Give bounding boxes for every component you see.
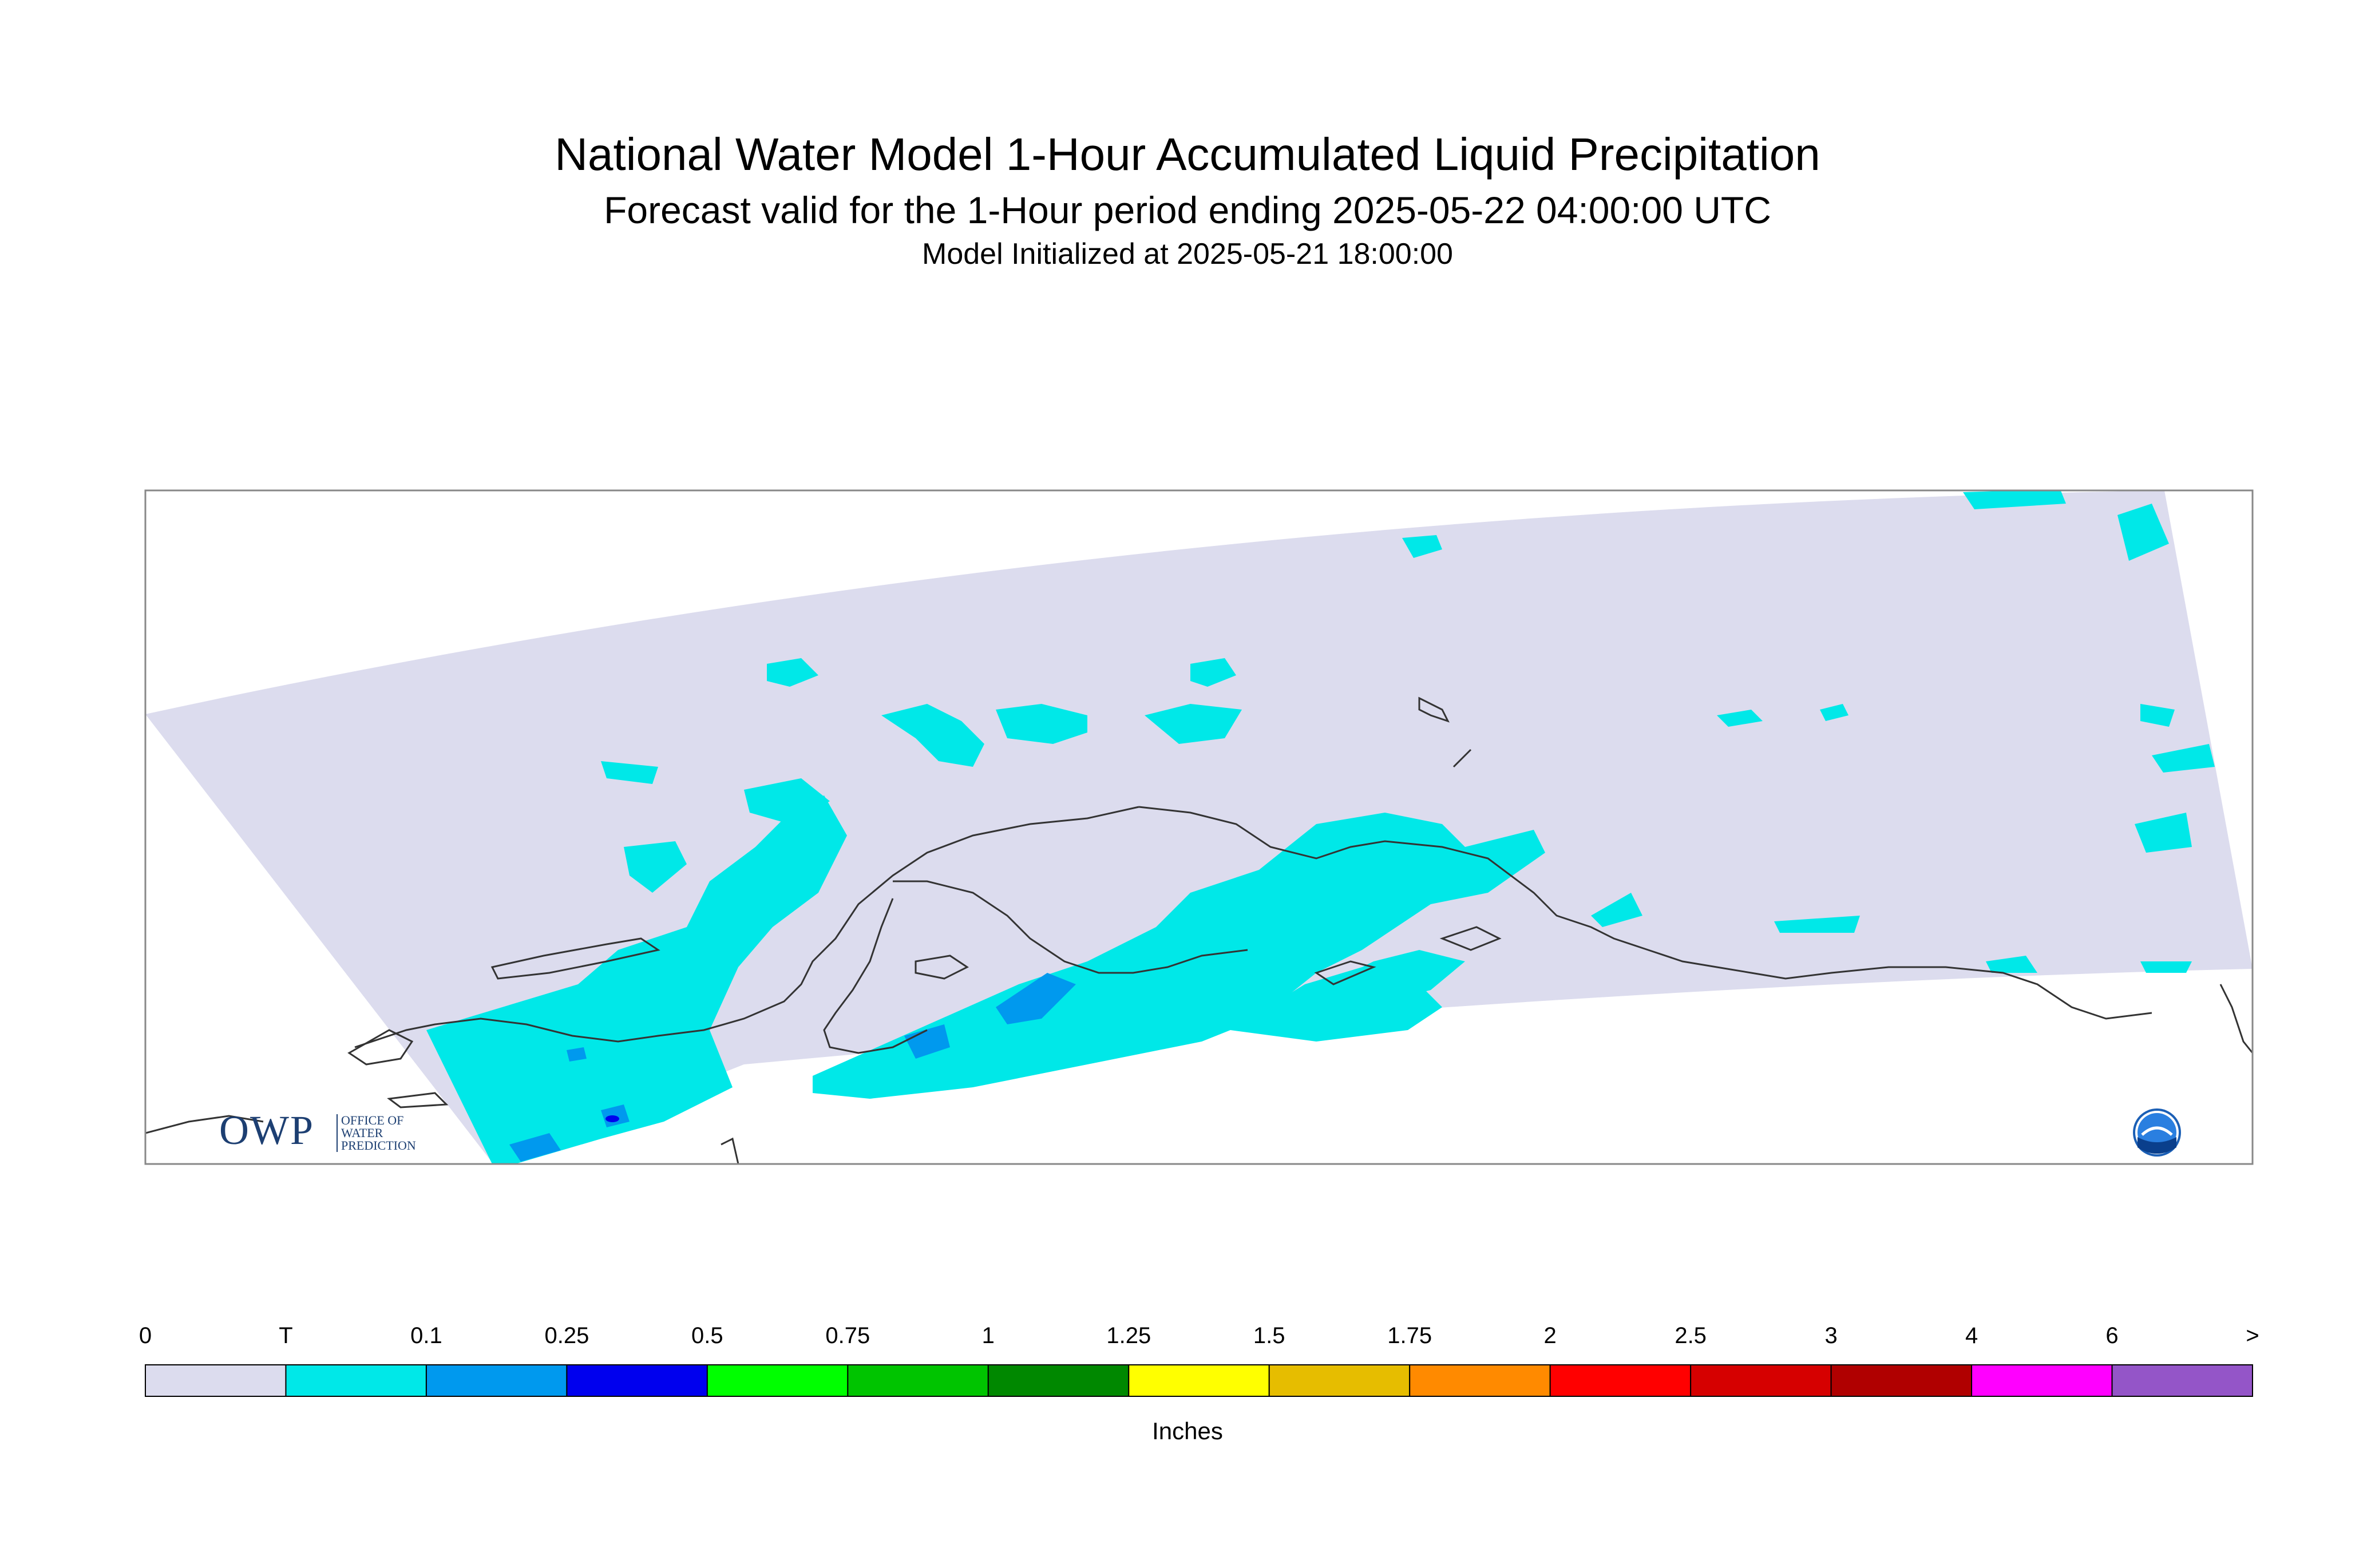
legend-swatch-13 <box>1971 1364 2113 1397</box>
legend-tick-label: 2.5 <box>1675 1323 1707 1348</box>
legend-tick-label: 2 <box>1543 1323 1557 1348</box>
legend-tick-label: 0.5 <box>691 1323 723 1348</box>
legend-tick-label: 0 <box>138 1323 152 1348</box>
legend-tick-label: 3 <box>1824 1323 1838 1348</box>
legend-swatch-7 <box>1128 1364 1270 1397</box>
legend-swatch-5 <box>847 1364 989 1397</box>
legend-tick-label: T <box>279 1323 293 1348</box>
legend-swatch-11 <box>1690 1364 1832 1397</box>
legend-swatch-4 <box>706 1364 849 1397</box>
legend-swatch-6 <box>987 1364 1130 1397</box>
legend-tick-label: 1.75 <box>1387 1323 1432 1348</box>
owp-sub-line-2: WATER <box>341 1126 383 1140</box>
map-frame <box>144 489 2254 1165</box>
legend-swatch-9 <box>1409 1364 1551 1397</box>
forecast-valid-subtitle: Forecast valid for the 1-Hour period end… <box>604 189 1771 231</box>
legend-tick-label: 1.25 <box>1106 1323 1151 1348</box>
legend-tick-label: 0.75 <box>825 1323 870 1348</box>
owp-sub-line-3: PREDICTION <box>341 1138 416 1153</box>
legend-swatch-14 <box>2111 1364 2254 1397</box>
map-title: National Water Model 1-Hour Accumulated … <box>555 129 1820 180</box>
legend-tick-label: > <box>2246 1323 2259 1348</box>
noaa-logo-icon <box>2133 1108 2181 1157</box>
legend-color-bar <box>145 1364 2254 1397</box>
legend-units-label: Inches <box>1152 1417 1223 1444</box>
legend-tick-label: 0.25 <box>544 1323 589 1348</box>
legend-swatch-2 <box>425 1364 568 1397</box>
moderate-precip-areas <box>605 1115 619 1122</box>
legend-tick-label: 1.5 <box>1253 1323 1285 1348</box>
legend-swatch-0 <box>145 1364 287 1397</box>
trace-precip-areas <box>426 490 2215 1164</box>
legend-tick-label: 4 <box>1965 1323 1978 1348</box>
legend-swatch-12 <box>1830 1364 1973 1397</box>
legend-tick-label: 1 <box>981 1323 995 1348</box>
owp-logo-subtext: OFFICE OF WATER PREDICTION <box>337 1114 433 1152</box>
model-init-time: Model Initialized at 2025-05-21 18:00:00 <box>922 237 1453 271</box>
map-content <box>145 490 2253 1164</box>
legend-swatch-8 <box>1268 1364 1411 1397</box>
owp-logo-text: OWP <box>219 1107 314 1153</box>
owp-sub-line-1: OFFICE OF <box>341 1113 404 1127</box>
legend-swatch-10 <box>1549 1364 1692 1397</box>
legend-swatch-3 <box>566 1364 708 1397</box>
coastlines <box>145 696 2253 1164</box>
legend-swatch-1 <box>285 1364 427 1397</box>
legend-tick-label: 0.1 <box>410 1323 442 1348</box>
legend-tick-label: 6 <box>2105 1323 2119 1348</box>
